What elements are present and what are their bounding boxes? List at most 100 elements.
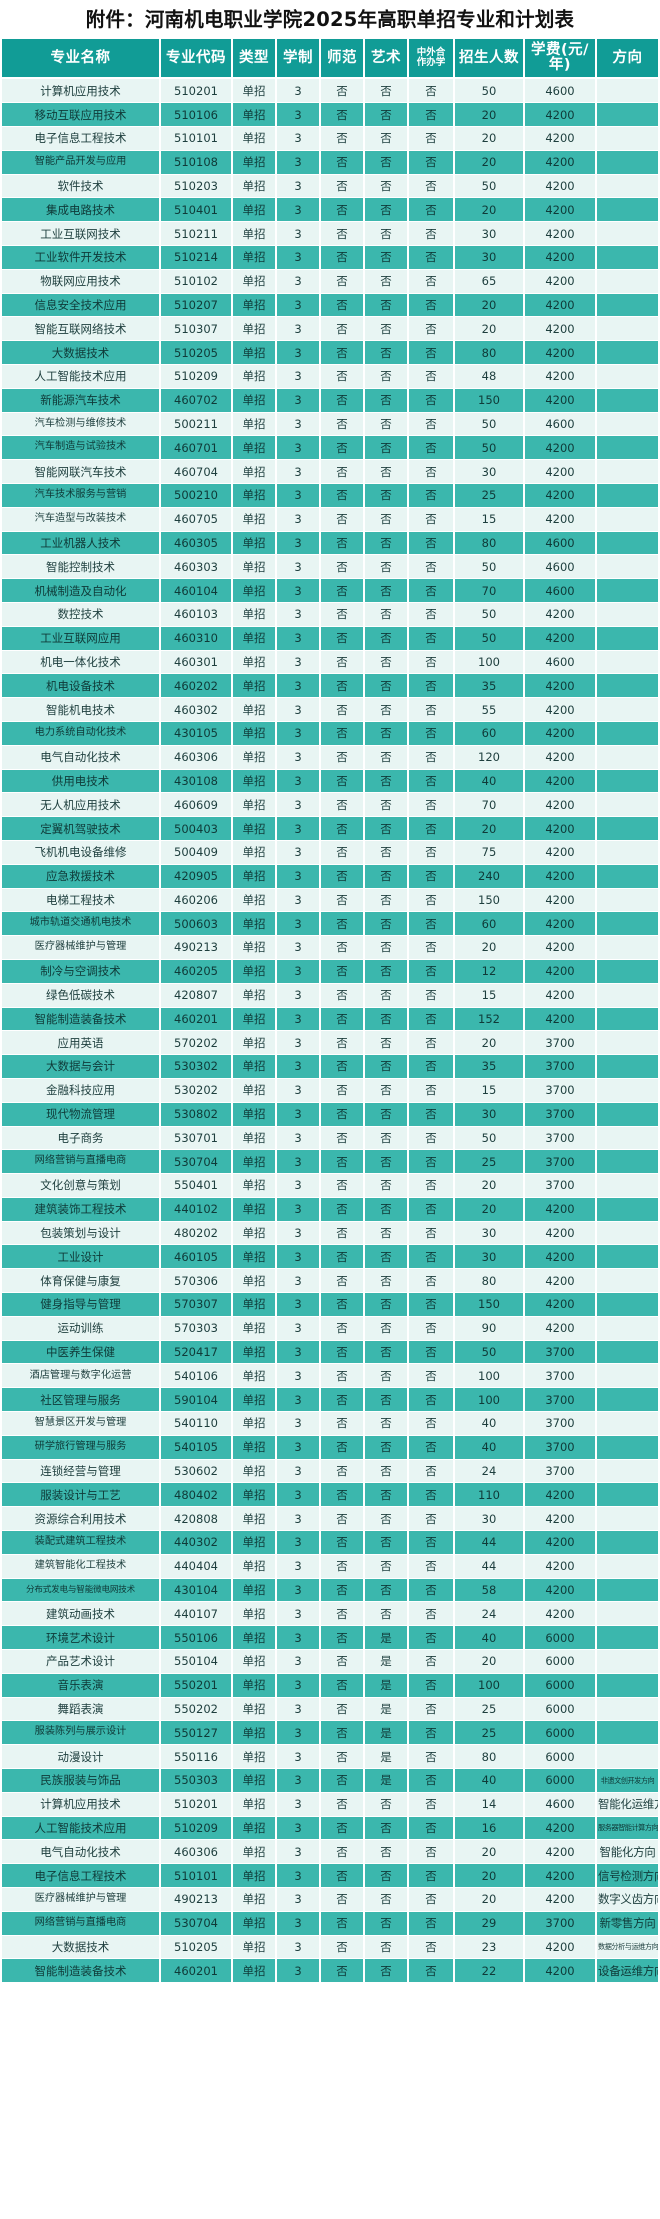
cell-art: 否 xyxy=(364,1601,409,1627)
cell-tuition: 4600 xyxy=(524,412,597,437)
cell-art: 是 xyxy=(364,1673,409,1698)
cell-major-name: 服装陈列与展示设计 xyxy=(2,1720,161,1746)
cell-type: 单招 xyxy=(232,150,277,175)
cell-enrollment: 150 xyxy=(454,388,525,413)
cell-major-name: 运动训练 xyxy=(2,1316,161,1341)
cell-art: 否 xyxy=(364,197,409,223)
cell-enrollment: 40 xyxy=(454,1411,525,1436)
cell-normal: 否 xyxy=(320,1078,365,1103)
cell-enrollment: 20 xyxy=(454,150,525,175)
cell-major-code: 570202 xyxy=(160,1030,233,1056)
cell-major-name: 网络营销与直播电商 xyxy=(2,1911,161,1936)
cell-type: 单招 xyxy=(232,1625,277,1651)
cell-art: 否 xyxy=(364,1530,409,1555)
table-row: 智能产品开发与应用 510108 单招 3 否否否 20 4200 xyxy=(2,150,658,175)
cell-sino-foreign: 否 xyxy=(408,745,455,770)
cell-major-name: 大数据技术 xyxy=(2,340,161,365)
table-header: 专业名称 专业代码 类型 学制 师范 艺术 中外合 作办学 招生人数 学费(元/… xyxy=(2,39,658,80)
cell-tuition: 4200 xyxy=(524,340,597,365)
cell-direction xyxy=(596,1030,658,1056)
cell-sino-foreign: 否 xyxy=(408,1935,455,1960)
cell-direction xyxy=(596,673,658,699)
cell-type: 单招 xyxy=(232,1126,277,1151)
cell-duration: 3 xyxy=(276,673,321,699)
cell-sino-foreign: 否 xyxy=(408,911,455,937)
cell-enrollment: 20 xyxy=(454,1197,525,1222)
cell-major-name: 电气自动化技术 xyxy=(2,1839,161,1865)
cell-major-name: 定翼机驾驶技术 xyxy=(2,816,161,841)
cell-duration: 3 xyxy=(276,1530,321,1555)
cell-type: 单招 xyxy=(232,1268,277,1294)
cell-major-code: 510101 xyxy=(160,126,233,151)
cell-art: 否 xyxy=(364,102,409,128)
cell-sino-foreign: 否 xyxy=(408,1601,455,1627)
cell-sino-foreign: 否 xyxy=(408,650,455,675)
cell-direction: 智能化方向 xyxy=(596,1839,658,1865)
cell-major-name: 应用英语 xyxy=(2,1030,161,1056)
cell-normal: 否 xyxy=(320,388,365,413)
cell-sino-foreign: 否 xyxy=(408,1102,455,1127)
cell-direction xyxy=(596,1197,658,1222)
cell-duration: 3 xyxy=(276,245,321,270)
cell-art: 否 xyxy=(364,126,409,151)
cell-type: 单招 xyxy=(232,1054,277,1079)
cell-major-code: 570303 xyxy=(160,1316,233,1341)
cell-direction xyxy=(596,554,658,580)
cell-normal: 否 xyxy=(320,1958,365,1984)
table-row: 体育保健与康复 570306 单招 3 否否否 80 4200 xyxy=(2,1268,658,1294)
cell-tuition: 4200 xyxy=(524,1839,597,1865)
cell-normal: 否 xyxy=(320,1649,365,1674)
cell-major-code: 550127 xyxy=(160,1720,233,1746)
cell-major-name: 建筑智能化工程技术 xyxy=(2,1554,161,1579)
cell-major-code: 510108 xyxy=(160,150,233,175)
cell-normal: 否 xyxy=(320,364,365,389)
cell-major-code: 520417 xyxy=(160,1340,233,1365)
cell-art: 否 xyxy=(364,554,409,580)
cell-tuition: 4200 xyxy=(524,293,597,318)
cell-major-name: 电子商务 xyxy=(2,1126,161,1151)
cell-art: 否 xyxy=(364,840,409,865)
cell-type: 单招 xyxy=(232,1554,277,1579)
cell-enrollment: 25 xyxy=(454,483,525,508)
cell-type: 单招 xyxy=(232,269,277,294)
cell-type: 单招 xyxy=(232,126,277,151)
cell-major-name: 医疗器械维护与管理 xyxy=(2,935,161,960)
cell-major-name: 研学旅行管理与服务 xyxy=(2,1435,161,1460)
cell-enrollment: 60 xyxy=(454,911,525,937)
cell-tuition: 4200 xyxy=(524,1197,597,1222)
cell-direction xyxy=(596,935,658,960)
cell-major-code: 540105 xyxy=(160,1435,233,1460)
cell-major-code: 460201 xyxy=(160,1958,233,1984)
cell-tuition: 3700 xyxy=(524,1459,597,1484)
cell-major-name: 信息安全技术应用 xyxy=(2,293,161,318)
cell-direction xyxy=(596,174,658,199)
cell-duration: 3 xyxy=(276,1744,321,1770)
cell-normal: 否 xyxy=(320,1530,365,1555)
cell-normal: 否 xyxy=(320,911,365,937)
cell-duration: 3 xyxy=(276,1007,321,1032)
column-header-tuition: 学费(元/年) xyxy=(524,39,597,80)
cell-major-name: 工业机器人技术 xyxy=(2,531,161,556)
table-row: 智能网联汽车技术 460704 单招 3 否否否 30 4200 xyxy=(2,459,658,484)
table-row: 动漫设计 550116 单招 3 否是否 80 6000 xyxy=(2,1744,658,1770)
cell-sino-foreign: 否 xyxy=(408,483,455,508)
cell-duration: 3 xyxy=(276,1601,321,1627)
cell-major-name: 建筑装饰工程技术 xyxy=(2,1197,161,1222)
cell-enrollment: 150 xyxy=(454,1292,525,1317)
table-row: 工业互联网技术 510211 单招 3 否否否 30 4200 xyxy=(2,221,658,247)
table-row: 机械制造及自动化 460104 单招 3 否否否 70 4600 xyxy=(2,578,658,603)
cell-normal: 否 xyxy=(320,1935,365,1960)
coop-header-line2: 作办学 xyxy=(416,57,446,69)
cell-major-code: 420808 xyxy=(160,1506,233,1532)
cell-major-code: 500403 xyxy=(160,816,233,841)
cell-duration: 3 xyxy=(276,1816,321,1841)
table-row: 信息安全技术应用 510207 单招 3 否否否 20 4200 xyxy=(2,293,658,318)
cell-enrollment: 80 xyxy=(454,1744,525,1770)
cell-major-name: 智能机电技术 xyxy=(2,697,161,722)
table-row: 舞蹈表演 550202 单招 3 否是否 25 6000 xyxy=(2,1697,658,1722)
cell-duration: 3 xyxy=(276,316,321,342)
table-row: 软件技术 510203 单招 3 否否否 50 4200 xyxy=(2,174,658,199)
cell-sino-foreign: 否 xyxy=(408,1816,455,1841)
cell-major-code: 510201 xyxy=(160,1792,233,1817)
cell-art: 否 xyxy=(364,1363,409,1389)
